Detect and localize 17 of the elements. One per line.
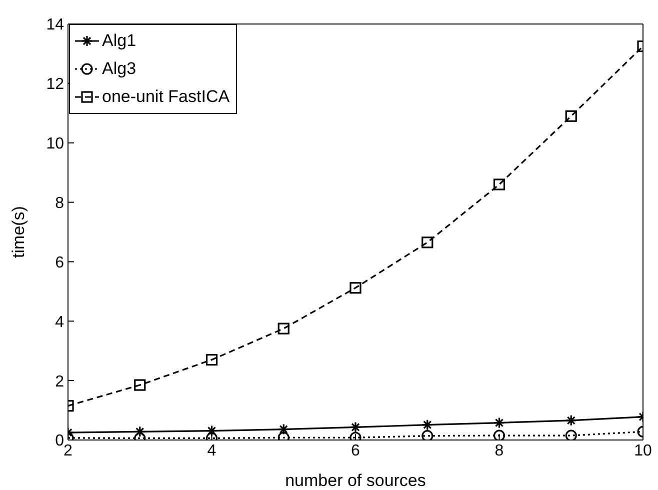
y-tick-label: 6 — [55, 254, 64, 272]
x-tick-label: 10 — [634, 442, 652, 460]
y-tick-label: 8 — [55, 194, 64, 212]
y-tick-label: 2 — [55, 373, 64, 390]
legend-label: Alg1 — [102, 31, 136, 51]
x-tick-label: 8 — [494, 442, 504, 460]
y-tick-label: 10 — [46, 136, 64, 153]
y-tick-label: 4 — [55, 314, 64, 331]
legend-label: Alg3 — [102, 59, 136, 79]
x-tick-label: 4 — [207, 442, 216, 460]
legend-label: one-unit FastICA — [102, 87, 230, 107]
y-tick-label: 12 — [46, 76, 64, 94]
y-tick-label: 14 — [46, 16, 64, 34]
x-tick-label: 6 — [351, 442, 360, 460]
x-axis-title: number of sources — [285, 471, 426, 490]
y-tick-label: 0 — [55, 432, 64, 450]
y-axis-title: time(s) — [9, 206, 28, 258]
